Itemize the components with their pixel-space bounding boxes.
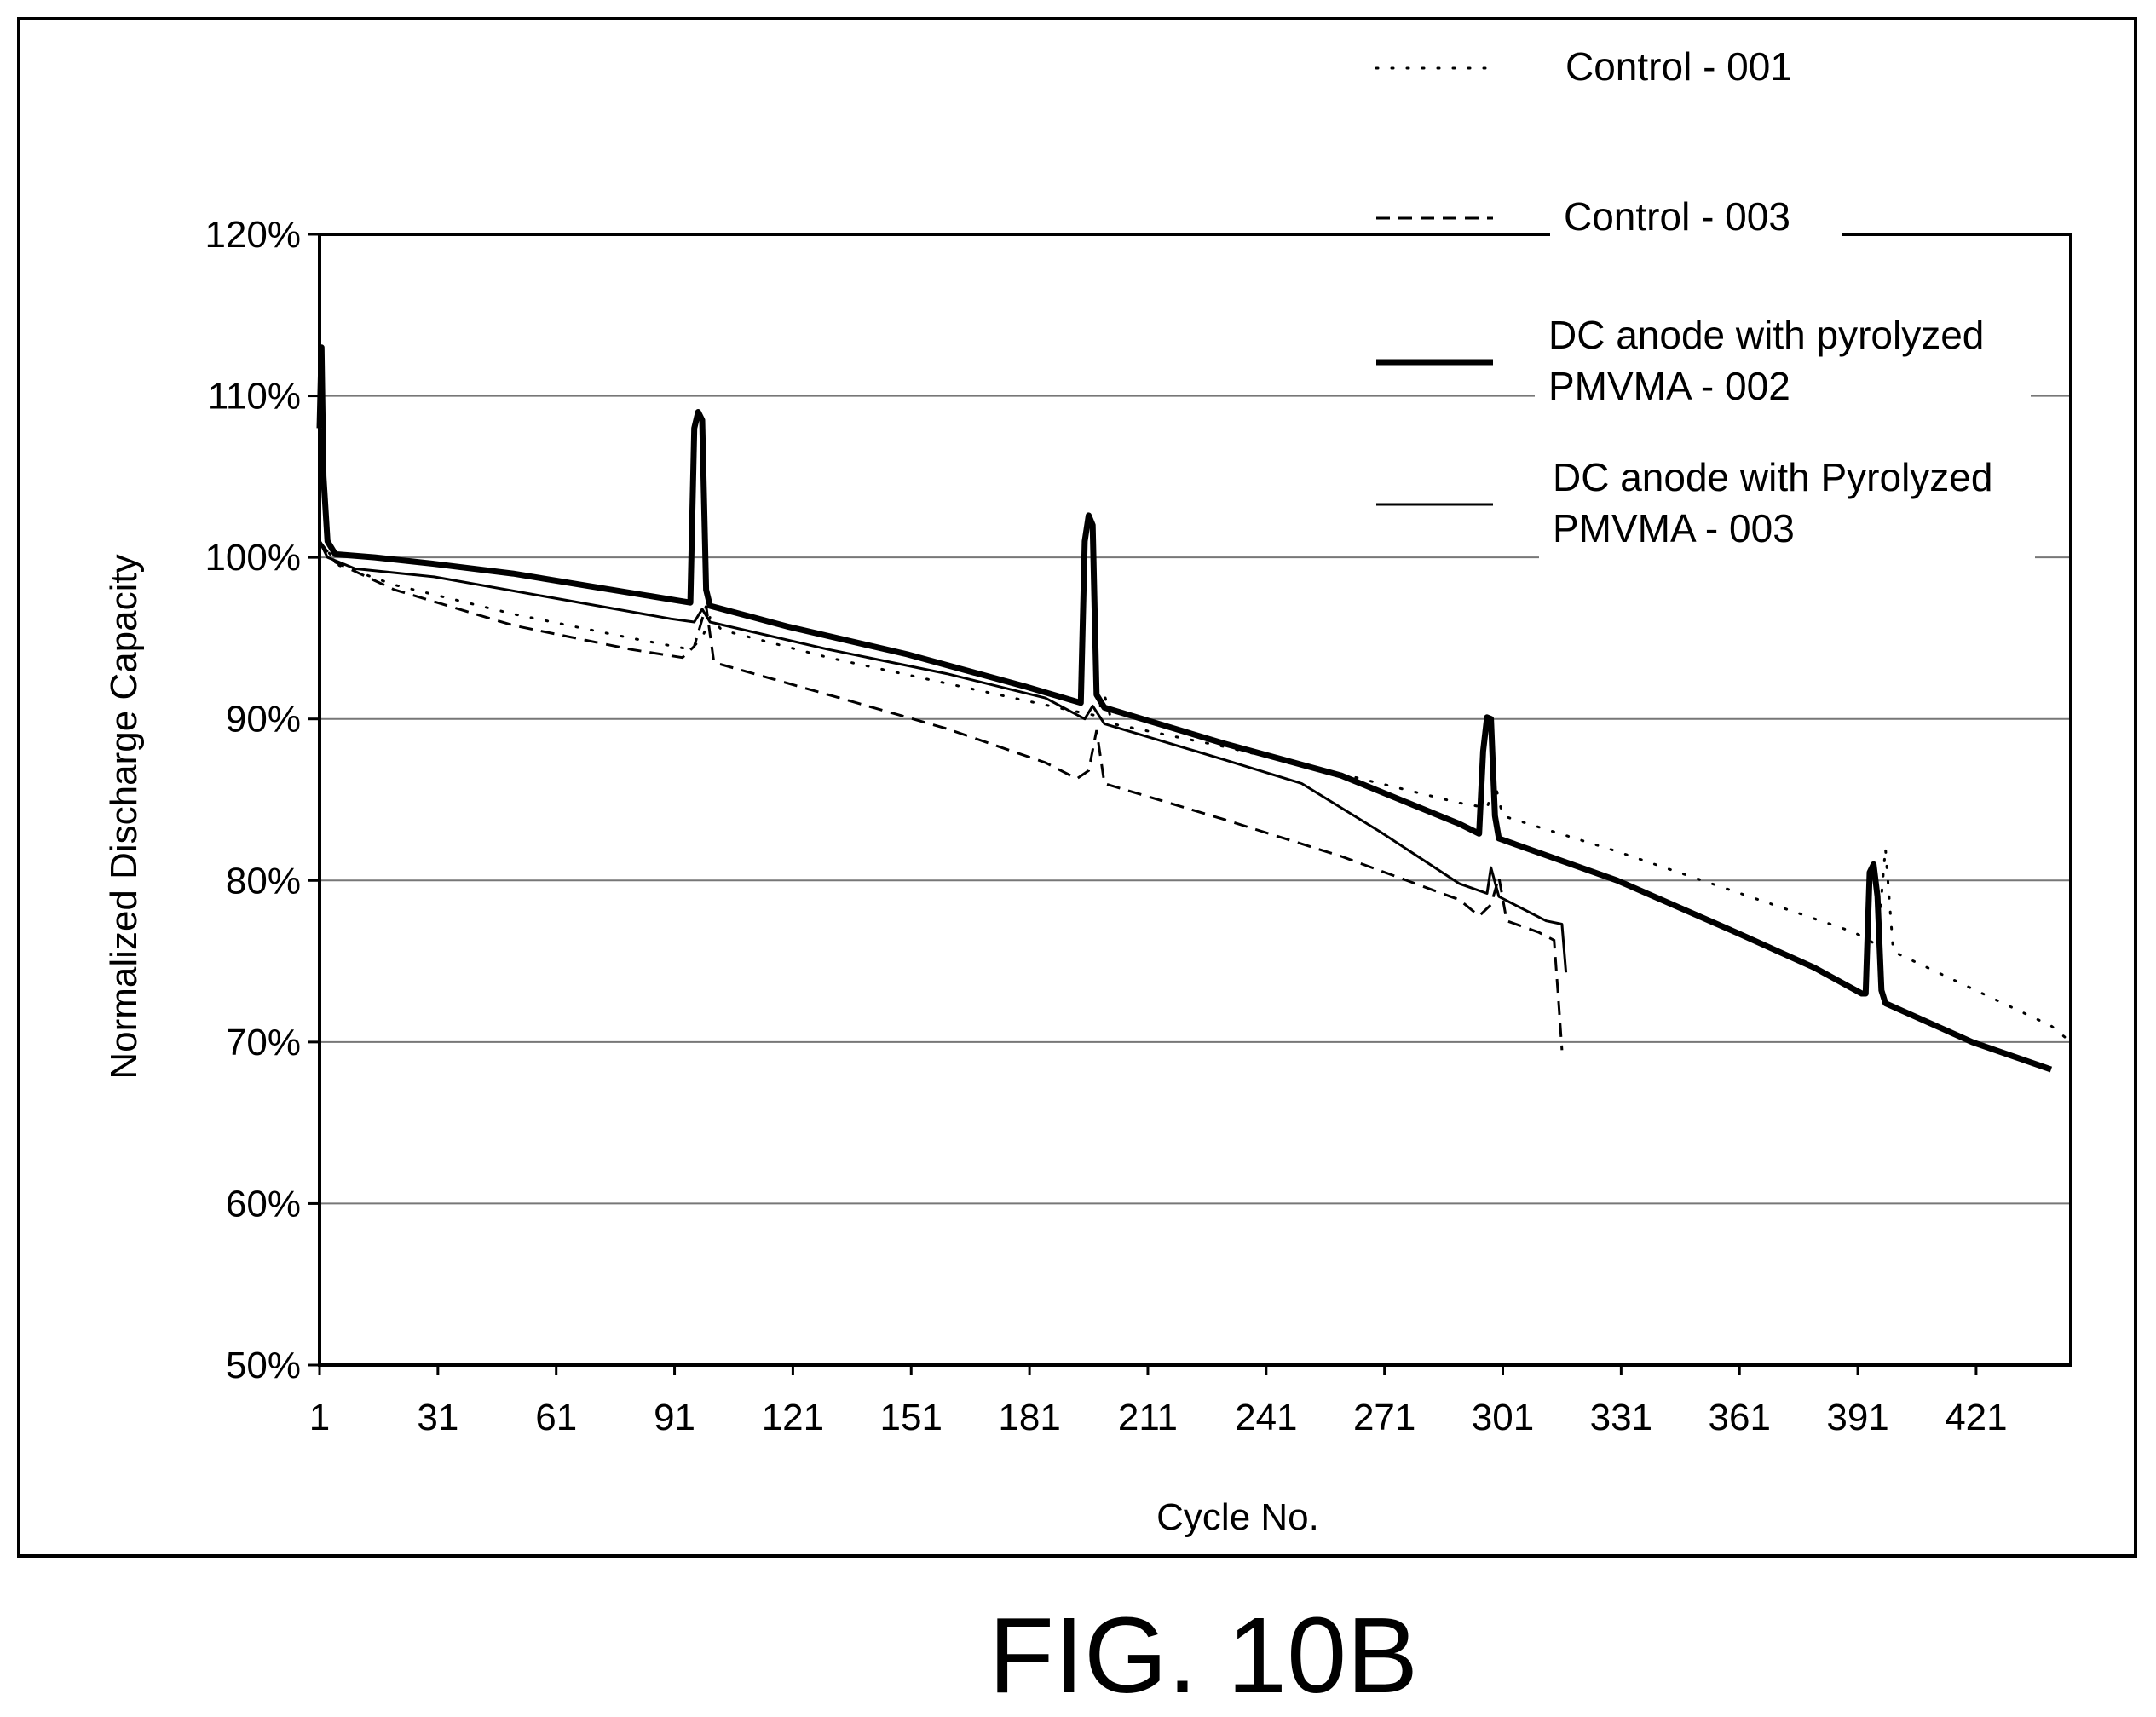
x-tick-label: 151 [880,1397,943,1438]
y-tick-label: 90% [226,699,301,740]
y-tick-label: 110% [208,376,301,418]
x-tick-label: 331 [1590,1397,1652,1438]
y-tick-label: 80% [226,860,301,902]
legend-label-3: DC anode with pyrolyzed [1548,313,1984,357]
y-tick-label: 60% [226,1183,301,1224]
legend-bg [1535,328,2031,439]
series-line-2 [318,540,1564,1051]
x-axis-label: Cycle No. [1156,1496,1319,1538]
legend-label-4: PMVMA - 003 [1553,506,1795,550]
x-tick-label: 361 [1709,1397,1771,1438]
y-axis-label: Normalized Discharge Capacity [103,554,145,1079]
x-tick-label: 241 [1235,1397,1297,1438]
series-line-3 [316,344,2053,1073]
plot-area [318,233,2072,1367]
x-tick-label: 421 [1945,1397,2007,1438]
legend-bg [1539,470,2035,581]
x-tick-label: 271 [1353,1397,1415,1438]
x-tick-label: 61 [535,1397,577,1438]
legend-label-3: PMVMA - 002 [1548,364,1790,408]
y-tick-label: 70% [226,1022,301,1063]
x-tick-label: 181 [998,1397,1060,1438]
figure-label: FIG. 10B [989,1595,1419,1715]
x-tick-label: 391 [1826,1397,1888,1438]
legend-bg [1552,34,1843,94]
legend-bg [1550,184,1842,244]
x-tick-label: 31 [417,1397,458,1438]
x-tick-label: 91 [654,1397,695,1438]
x-tick-label: 1 [309,1397,330,1438]
legend-label-1: Control - 001 [1565,44,1792,89]
x-tick-label: 301 [1472,1397,1534,1438]
x-tick-label: 121 [762,1397,824,1438]
x-tick-label: 211 [1118,1397,1178,1438]
series-line-4 [318,540,1568,973]
series-line-1 [318,539,2072,1044]
figure-frame [17,17,2137,1558]
y-tick-label: 100% [205,537,301,579]
legend-label-4: DC anode with Pyrolyzed [1553,455,1992,499]
legend-label-2: Control - 003 [1564,194,1790,239]
y-tick-label: 50% [226,1345,301,1386]
y-tick-label: 120% [205,214,301,256]
